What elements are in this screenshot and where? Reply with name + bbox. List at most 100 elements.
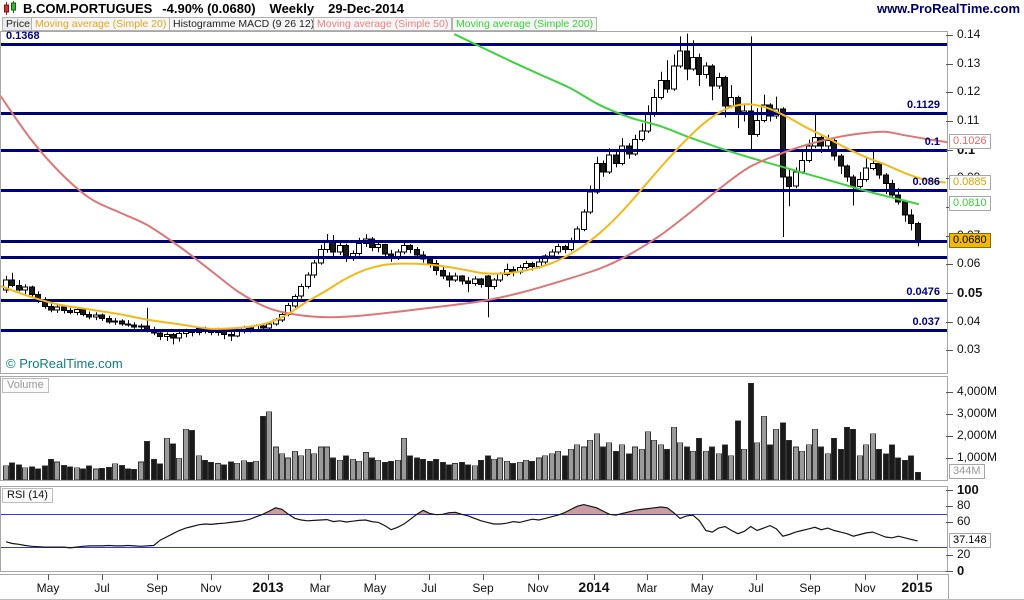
legend-ma20[interactable]: Moving average (Simple 20) bbox=[31, 17, 171, 31]
volume-bar bbox=[189, 430, 195, 481]
volume-bar bbox=[446, 464, 452, 481]
volume-bar bbox=[716, 453, 722, 481]
volume-bar bbox=[786, 440, 792, 481]
volume-bar bbox=[247, 462, 253, 481]
candle-body bbox=[883, 174, 889, 184]
candle-body bbox=[106, 318, 112, 323]
volume-bar bbox=[504, 460, 510, 481]
last-date: 29-Dec-2014 bbox=[328, 1, 404, 16]
volume-bar bbox=[587, 440, 593, 481]
legend-ma50[interactable]: Moving average (Simple 50) bbox=[313, 17, 453, 31]
volume-bar bbox=[382, 462, 388, 481]
volume-bar bbox=[684, 446, 690, 481]
candle-body bbox=[465, 280, 471, 285]
volume-bar bbox=[761, 415, 767, 481]
volume-bar bbox=[613, 451, 619, 481]
candle-body bbox=[260, 325, 266, 329]
volume-bar bbox=[54, 461, 60, 481]
rsi-line bbox=[5, 503, 918, 549]
volume-bar bbox=[870, 433, 876, 481]
volume-bar bbox=[16, 464, 22, 481]
legend-ma200[interactable]: Moving average (Simple 200) bbox=[452, 17, 598, 31]
candle-body bbox=[632, 139, 638, 155]
volume-bar bbox=[440, 462, 446, 481]
volume-bar bbox=[581, 446, 587, 481]
candle-body bbox=[67, 310, 73, 313]
candle-body bbox=[401, 245, 407, 253]
volume-bar bbox=[863, 444, 869, 481]
candle-body bbox=[838, 155, 844, 167]
candle-body bbox=[452, 275, 458, 281]
volume-bar bbox=[568, 448, 574, 481]
candle-body bbox=[780, 108, 786, 178]
volume-bar bbox=[465, 464, 471, 481]
candle-body bbox=[491, 279, 497, 288]
candle-body bbox=[305, 274, 311, 288]
volume-bar bbox=[22, 467, 28, 481]
volume-bar bbox=[600, 446, 606, 481]
candle-body bbox=[407, 245, 413, 250]
legend-macd[interactable]: Histogramme MACD (9 26 12) bbox=[169, 17, 319, 31]
volume-bar bbox=[452, 463, 458, 481]
volume-bar bbox=[780, 422, 786, 481]
volume-bar bbox=[606, 442, 612, 481]
candle-body bbox=[619, 145, 625, 164]
candle-body bbox=[228, 333, 234, 337]
volume-bar bbox=[241, 460, 247, 481]
volume-bar bbox=[549, 453, 555, 481]
volume-bar bbox=[485, 455, 491, 481]
candle-body bbox=[703, 65, 709, 76]
volume-bar bbox=[350, 458, 356, 481]
volume-bar bbox=[375, 459, 381, 481]
candle-body bbox=[549, 251, 555, 257]
volume-bar bbox=[696, 437, 702, 481]
volume-bar bbox=[908, 455, 914, 481]
volume-bar bbox=[202, 459, 208, 481]
candle-body bbox=[29, 286, 35, 295]
volume-bar bbox=[330, 457, 336, 481]
candle-body bbox=[112, 320, 118, 323]
volume-bar bbox=[388, 460, 394, 481]
candle-body bbox=[529, 263, 535, 268]
volume-bar bbox=[196, 455, 202, 481]
volume-bar bbox=[80, 468, 86, 481]
candle-body bbox=[311, 262, 317, 276]
volume-bar bbox=[42, 465, 48, 481]
volume-bar bbox=[658, 444, 664, 481]
volume-bar bbox=[574, 444, 580, 481]
volume-bar bbox=[337, 459, 343, 481]
volume-bar bbox=[709, 446, 715, 481]
price-change: -4.90% (0.0680) bbox=[162, 1, 256, 16]
volume-bar bbox=[594, 433, 600, 481]
legend-price[interactable]: Price bbox=[2, 17, 34, 31]
candle-body bbox=[902, 201, 908, 216]
volume-bar bbox=[722, 444, 728, 481]
volume-bar bbox=[215, 463, 221, 481]
volume-bar bbox=[677, 442, 683, 481]
candle-body bbox=[844, 165, 850, 178]
volume-bar bbox=[491, 458, 497, 481]
volume-bar bbox=[754, 442, 760, 481]
candle-body bbox=[799, 160, 805, 173]
candle-body bbox=[157, 332, 163, 337]
volume-bar bbox=[29, 466, 35, 481]
volume-bar bbox=[562, 455, 568, 481]
candle-body bbox=[266, 323, 272, 329]
volume-bar bbox=[542, 455, 548, 481]
volume-bar bbox=[806, 444, 812, 481]
volume-bar bbox=[228, 461, 234, 481]
candle-body bbox=[125, 323, 131, 326]
volume-bar bbox=[773, 429, 779, 481]
candle-body bbox=[523, 263, 529, 269]
indicator-legend-bar: Price Moving average (Simple 20) Histogr… bbox=[0, 17, 1024, 31]
volume-bar bbox=[844, 426, 850, 481]
volume-bar bbox=[305, 448, 311, 481]
volume-bar bbox=[793, 446, 799, 481]
candle-body bbox=[574, 228, 580, 242]
volume-bar bbox=[420, 458, 426, 481]
volume-bar bbox=[74, 467, 80, 481]
volume-bar bbox=[825, 453, 831, 481]
candle-body bbox=[639, 130, 645, 141]
candle-body bbox=[472, 278, 478, 285]
